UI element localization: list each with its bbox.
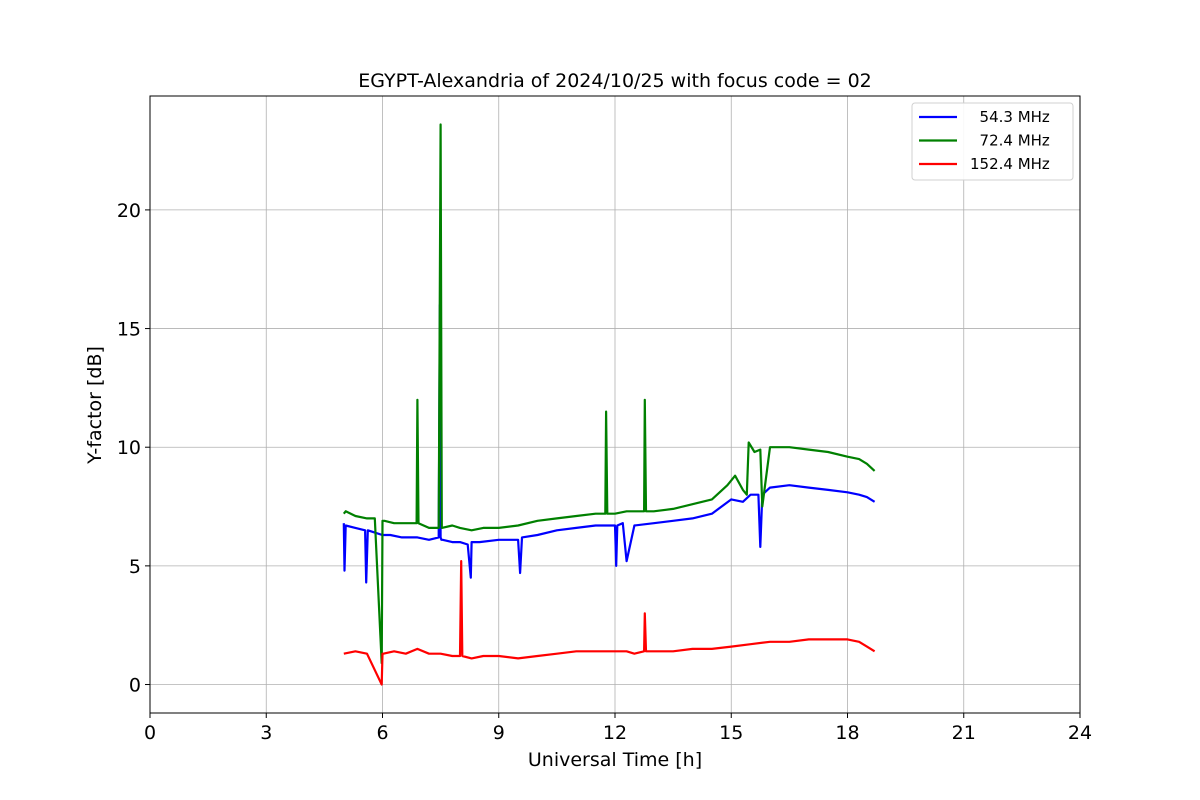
legend-label-3: 152.4 MHz xyxy=(970,155,1050,173)
x-tick-label: 3 xyxy=(260,722,272,744)
legend: 54.3 MHz 72.4 MHz 152.4 MHz xyxy=(911,102,1074,181)
series-line-3 xyxy=(343,559,876,686)
x-tick-label: 0 xyxy=(144,722,156,744)
x-tick-label: 6 xyxy=(376,722,388,744)
x-tick-label: 21 xyxy=(952,722,976,744)
y-tick-label: 0 xyxy=(129,675,141,697)
x-tick-label: 9 xyxy=(493,722,505,744)
y-tick-label: 10 xyxy=(117,437,141,459)
x-axis-ticks: 0 3 6 9 12 15 18 21 24 xyxy=(144,713,1092,744)
series-line-2 xyxy=(342,123,876,665)
legend-label-1: 54.3 MHz xyxy=(970,108,1050,126)
y-tick-label: 5 xyxy=(129,556,141,578)
x-tick-label: 24 xyxy=(1068,722,1092,744)
x-axis-label: Universal Time [h] xyxy=(528,749,702,771)
y-axis-ticks: 0 5 10 15 20 xyxy=(117,200,150,697)
legend-label-2: 72.4 MHz xyxy=(970,132,1050,150)
y-tick-label: 15 xyxy=(117,319,141,341)
grid-lines xyxy=(149,96,1081,713)
legend-box xyxy=(911,102,1074,181)
chart-title: EGYPT-Alexandria of 2024/10/25 with focu… xyxy=(358,70,872,92)
series-line-1 xyxy=(342,303,876,584)
x-tick-label: 12 xyxy=(603,722,627,744)
series-lines xyxy=(342,123,876,686)
y-tick-label: 20 xyxy=(117,200,141,222)
x-tick-label: 15 xyxy=(719,722,743,744)
x-tick-label: 18 xyxy=(835,722,859,744)
y-axis-label: Y-factor [dB] xyxy=(84,346,106,465)
